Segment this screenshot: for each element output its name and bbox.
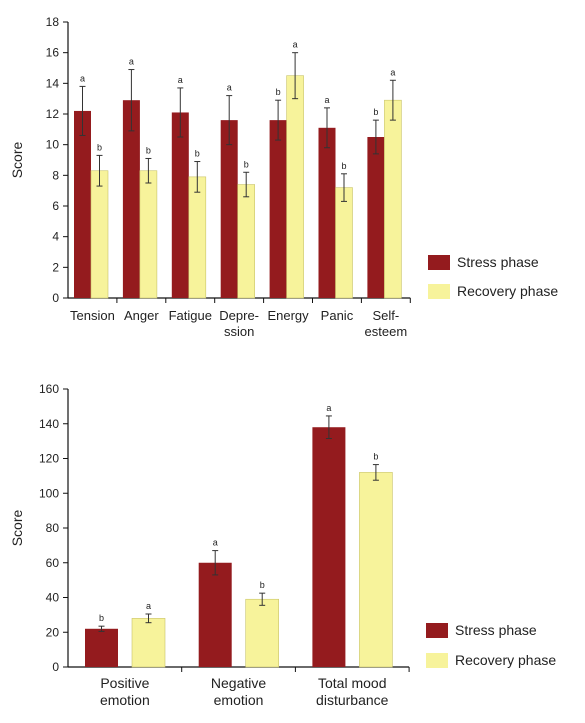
bar-stress	[122, 100, 140, 298]
bar-stress	[269, 120, 287, 298]
significance-label: a	[227, 83, 232, 93]
x-category-label: Depre-ssion	[219, 308, 259, 339]
y-tick-label: 160	[39, 382, 59, 396]
significance-label: b	[373, 452, 378, 462]
significance-label: a	[293, 40, 298, 50]
bar-recovery	[139, 170, 158, 299]
bar-stress	[318, 127, 336, 298]
bar-recovery	[384, 99, 402, 299]
legend-swatch-recovery	[428, 284, 450, 299]
x-category-label-line: disturbance	[316, 692, 389, 708]
bar-recovery	[286, 75, 304, 299]
significance-label: b	[373, 107, 378, 117]
x-category-label-line: Positive	[100, 675, 149, 691]
x-category-label: Panic	[321, 308, 354, 323]
significance-label: a	[324, 95, 329, 105]
y-tick-label: 16	[46, 46, 60, 60]
y-tick-label: 40	[46, 591, 60, 605]
significance-label: a	[80, 73, 85, 83]
y-tick-label: 0	[52, 660, 59, 674]
y-tick-label: 20	[46, 625, 60, 639]
bar-recovery	[237, 184, 255, 299]
y-tick-label: 4	[52, 230, 59, 244]
bar-recovery	[131, 618, 166, 668]
y-tick-label: 10	[46, 138, 60, 152]
x-category-label: Tension	[70, 308, 115, 323]
legend-swatch-stress	[428, 255, 450, 270]
x-category-label-line: esteem	[365, 324, 408, 339]
bar-stress	[220, 120, 238, 298]
y-tick-label: 60	[46, 556, 60, 570]
significance-label: b	[146, 145, 151, 155]
y-tick-label: 6	[52, 199, 59, 213]
x-category-label-line: Anger	[124, 308, 159, 323]
x-category-label-line: Self-	[372, 308, 399, 323]
y-tick-label: 120	[39, 452, 59, 466]
y-tick-label: 2	[52, 260, 59, 274]
x-category-label: Positive emotion	[100, 675, 150, 708]
bar-recovery	[335, 187, 353, 299]
x-category-label: Energy	[267, 308, 309, 323]
significance-label: b	[195, 149, 200, 159]
y-tick-label: 14	[46, 76, 60, 90]
x-category-label-line: Energy	[267, 308, 309, 323]
x-category-label: Total mood disturbance	[316, 675, 389, 708]
y-tick-label: 140	[39, 417, 59, 431]
significance-label: a	[178, 75, 183, 85]
y-tick-label: 12	[46, 107, 60, 121]
legend: Stress phase Recovery phase	[428, 254, 558, 299]
legend-label: Recovery phase	[457, 283, 558, 299]
bar-recovery	[359, 472, 393, 668]
bar-stress	[171, 112, 189, 298]
x-category-label-line: Tension	[70, 308, 115, 323]
chart-1: 0 2 4 6 8 10 12 14 16 18 Score a b Tension a b Anger a b Fa…	[9, 15, 558, 339]
significance-label: b	[260, 580, 265, 590]
legend-swatch-recovery	[426, 653, 448, 668]
significance-label: a	[390, 67, 395, 77]
significance-label: b	[244, 159, 249, 169]
significance-label: a	[146, 601, 151, 611]
bar-stress	[74, 110, 91, 298]
bar-recovery	[188, 176, 207, 299]
significance-label: b	[276, 87, 281, 97]
legend-swatch-stress	[426, 623, 448, 638]
legend: Stress phase Recovery phase	[426, 622, 556, 668]
significance-label: a	[213, 538, 218, 548]
y-axis-label: Score	[9, 510, 25, 547]
y-tick-label: 18	[46, 15, 60, 29]
x-category-label-line: emotion	[100, 692, 150, 708]
bar-stress	[198, 562, 232, 667]
y-axis-label: Score	[9, 142, 25, 179]
bar-recovery	[90, 170, 109, 299]
x-category-label-line: Total mood	[318, 675, 386, 691]
x-category-label: Fatigue	[169, 308, 212, 323]
legend-label: Stress phase	[455, 622, 537, 638]
significance-label: b	[99, 613, 104, 623]
bar-stress	[312, 427, 346, 667]
x-category-label: Anger	[124, 308, 159, 323]
x-category-label: Self-esteem	[365, 308, 408, 339]
legend-label: Recovery phase	[455, 652, 556, 668]
significance-label: a	[326, 403, 331, 413]
x-category-label-line: Panic	[321, 308, 354, 323]
legend-label: Stress phase	[457, 254, 539, 270]
x-category-label-line: Negative	[211, 675, 266, 691]
x-category-label-line: emotion	[214, 692, 264, 708]
y-tick-label: 80	[46, 521, 60, 535]
significance-label: a	[129, 57, 134, 67]
bar-stress	[367, 137, 385, 298]
y-tick-label: 8	[52, 168, 59, 182]
x-category-label-line: Depre-	[219, 308, 259, 323]
bar-recovery	[245, 598, 279, 668]
significance-label: b	[341, 161, 346, 171]
y-tick-label: 0	[52, 291, 59, 305]
significance-label: b	[97, 142, 102, 152]
bar-stress	[85, 628, 118, 667]
y-tick-label: 100	[39, 486, 59, 500]
x-category-label-line: ssion	[224, 324, 254, 339]
x-category-label: Negative emotion	[211, 675, 266, 708]
x-category-label-line: Fatigue	[169, 308, 212, 323]
